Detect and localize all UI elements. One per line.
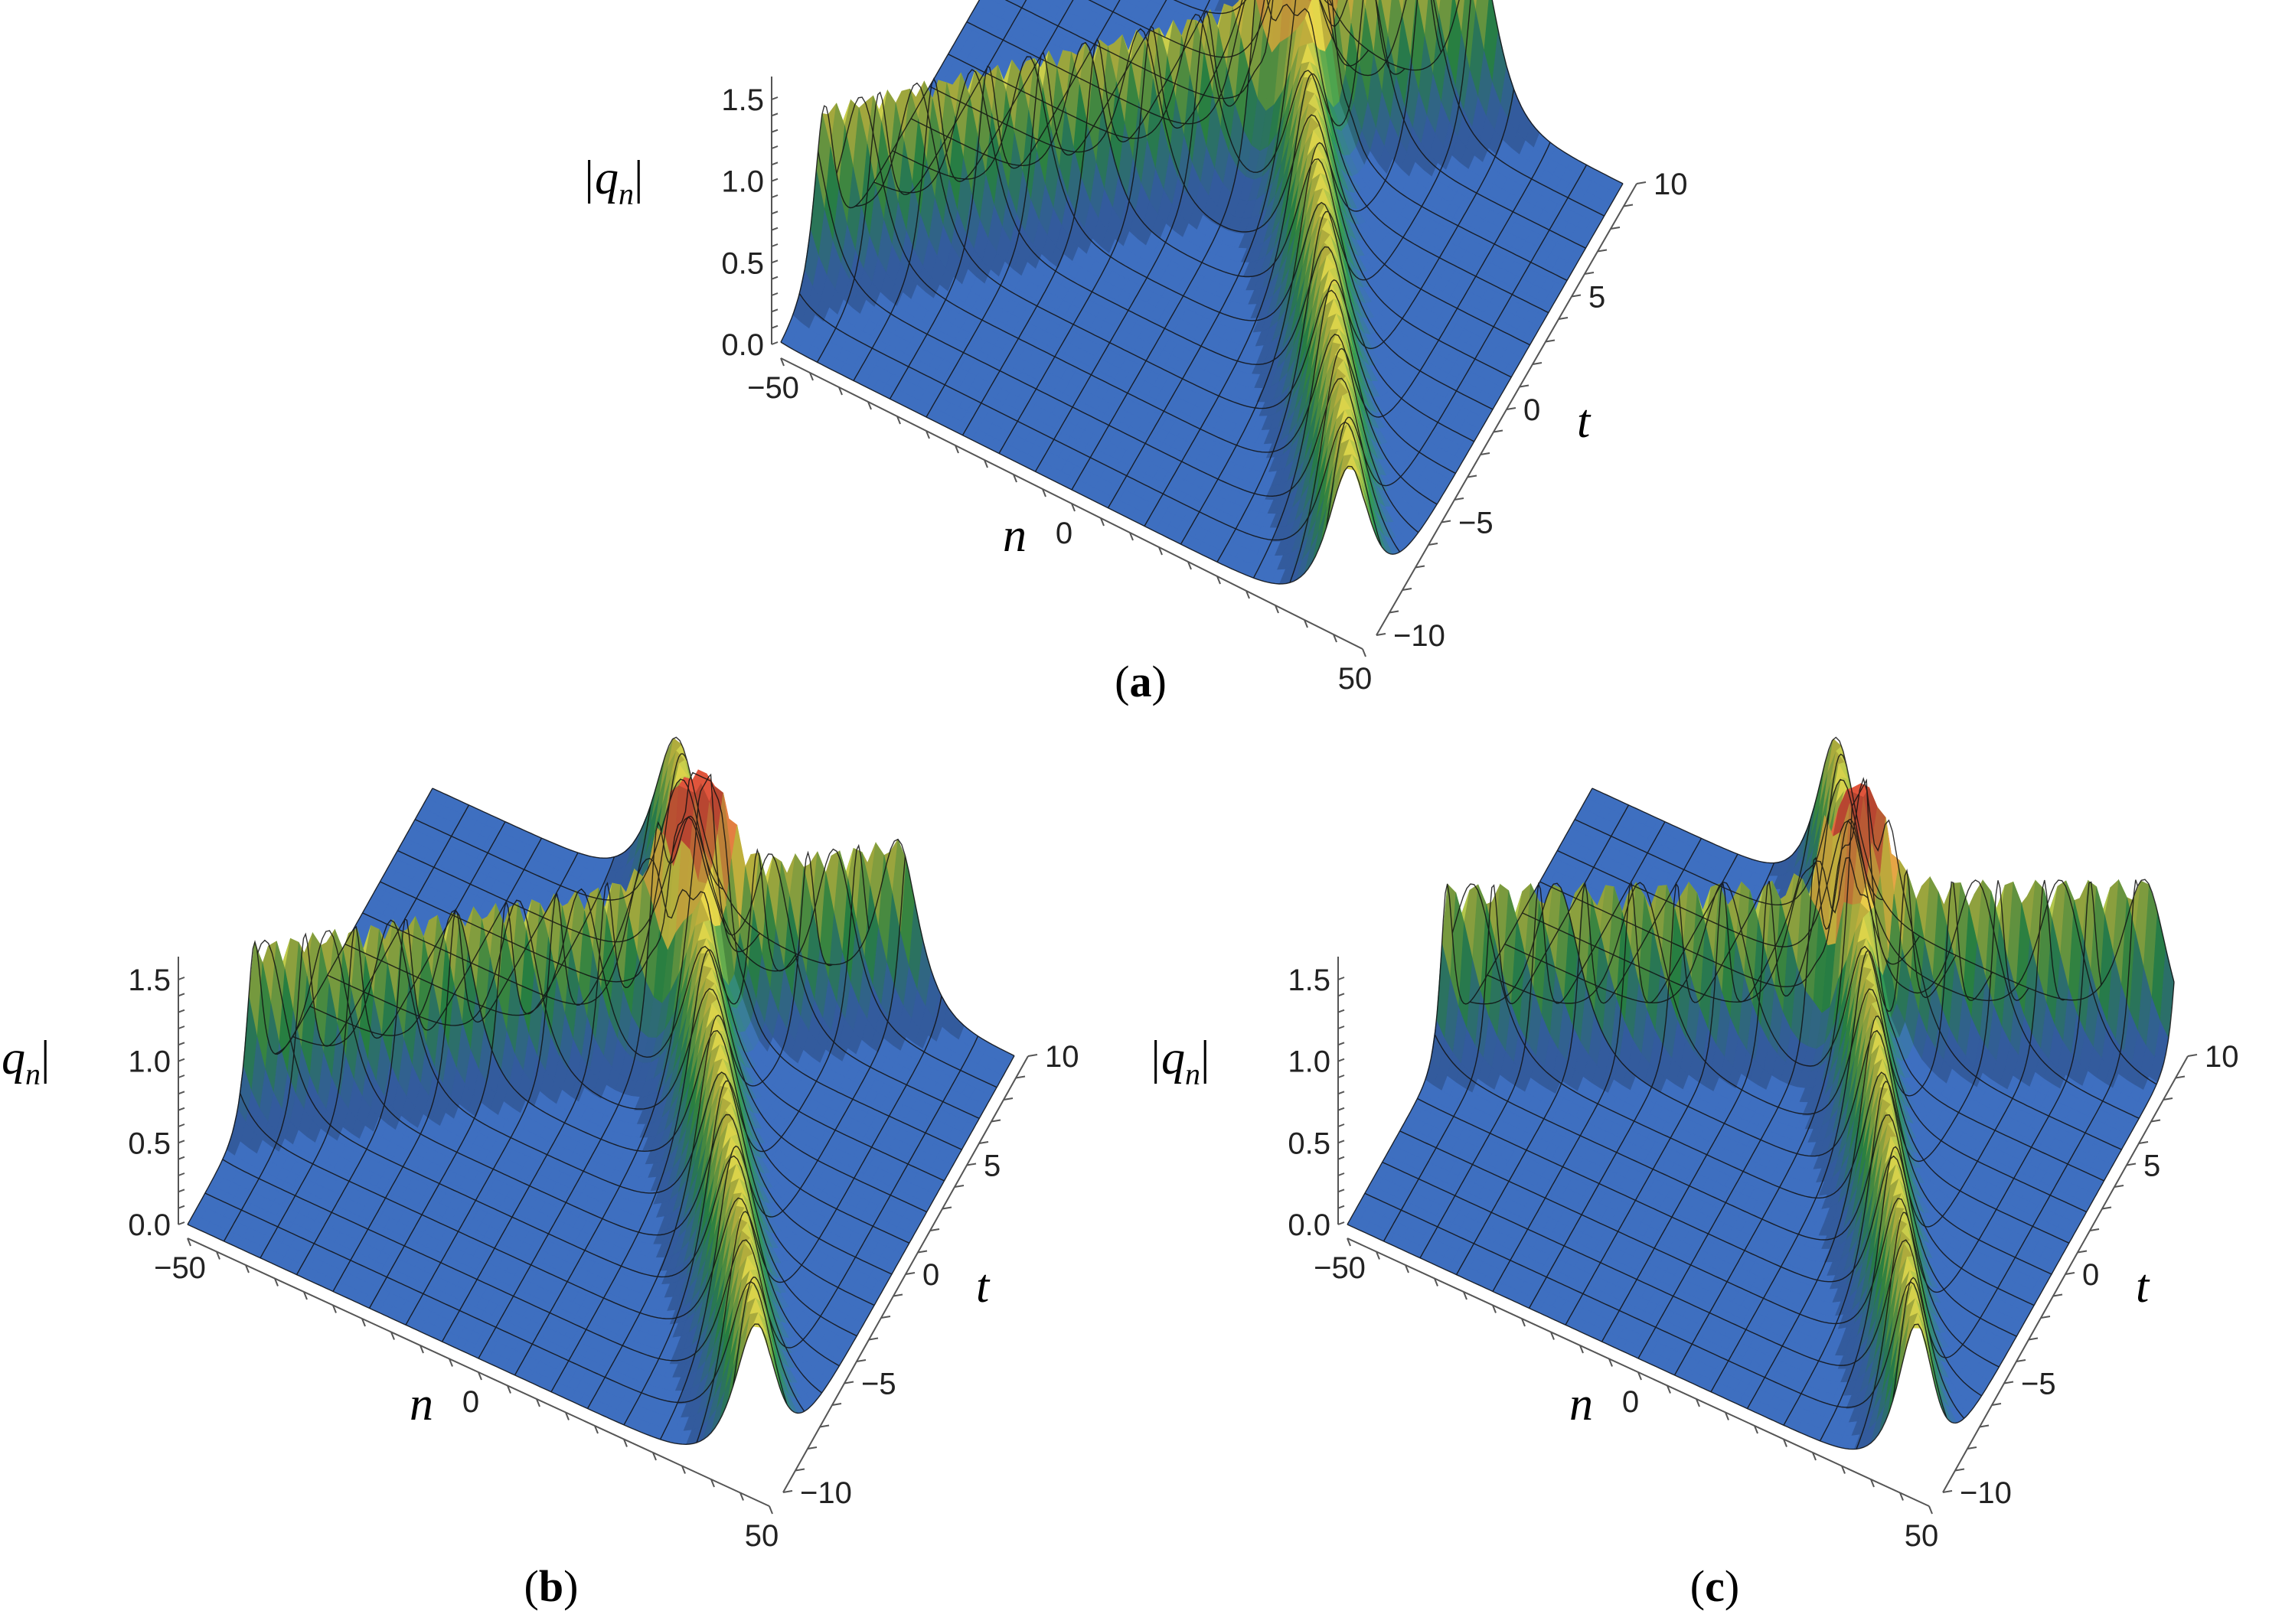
- panel-b-mesh: [187, 736, 1015, 1446]
- z-tick-label: 0.0: [128, 1208, 171, 1242]
- z-tick-label: 1.0: [721, 165, 764, 199]
- n-tick-label: 0: [1622, 1385, 1639, 1419]
- z-tick-label: 1.0: [1288, 1045, 1330, 1079]
- t-tick-label: 10: [2205, 1040, 2239, 1074]
- panel-c-ylabel: t: [2136, 1260, 2150, 1313]
- panel-c-surface: [1347, 736, 2175, 1450]
- panel-c-zlabel: |qn|: [1148, 1032, 1210, 1091]
- panel-b-ylabel: t: [976, 1260, 991, 1313]
- z-tick-label: 0.0: [1288, 1208, 1330, 1242]
- panel-b-caption: (b): [524, 1561, 579, 1611]
- t-tick-label: 0: [922, 1258, 939, 1292]
- t-tick-label: 0: [1523, 393, 1540, 427]
- zlabel-open: |q: [0, 1032, 25, 1084]
- n-tick-label: 50: [745, 1519, 779, 1553]
- panel-a-caption: (a): [1115, 657, 1167, 706]
- z-tick-label: 0.5: [721, 246, 764, 280]
- z-tick-label: 1.5: [721, 83, 764, 117]
- t-tick-label: 5: [984, 1150, 1001, 1183]
- t-tick-label: −5: [1458, 507, 1494, 540]
- z-tick-label: 1.5: [128, 964, 171, 997]
- zlabel-open: |q: [582, 152, 619, 204]
- t-tick-label: −10: [1960, 1476, 2012, 1510]
- panel-c-caption: (c): [1690, 1561, 1739, 1611]
- t-tick-label: −10: [800, 1476, 852, 1510]
- t-tick-label: 0: [2082, 1258, 2099, 1292]
- panel-b-xlabel: n: [410, 1378, 433, 1430]
- t-tick-label: 5: [2143, 1150, 2160, 1183]
- n-tick-label: 0: [1056, 517, 1072, 550]
- zlabel-sub: n: [25, 1057, 41, 1091]
- z-tick-label: 0.5: [1288, 1127, 1330, 1160]
- t-tick-label: −5: [2021, 1368, 2056, 1401]
- n-tick-label: −50: [1314, 1251, 1366, 1285]
- z-tick-label: 0.0: [721, 328, 764, 362]
- zlabel-sub: n: [619, 177, 634, 211]
- n-tick-label: −50: [747, 371, 799, 405]
- z-tick-label: 1.0: [128, 1045, 171, 1079]
- panel-b-surface: [187, 736, 1015, 1446]
- z-tick-label: 0.5: [128, 1127, 171, 1160]
- panel-a-ylabel: t: [1577, 396, 1592, 448]
- panel-c-xlabel: n: [1569, 1378, 1593, 1430]
- panel-a-xlabel: n: [1003, 510, 1027, 562]
- t-tick-label: −10: [1393, 619, 1445, 653]
- n-tick-label: −50: [154, 1251, 206, 1285]
- n-tick-label: 0: [462, 1385, 479, 1419]
- panel-a-zlabel: |qn|: [582, 152, 643, 211]
- panel-b-zlabel: |qn|: [0, 1032, 50, 1091]
- t-tick-label: 5: [1588, 281, 1605, 315]
- panel-a-mesh: [780, 0, 1624, 585]
- zlabel-open: |q: [1148, 1032, 1185, 1084]
- t-tick-label: 10: [1045, 1040, 1079, 1074]
- zlabel-sub: n: [1185, 1057, 1200, 1091]
- zlabel-close: |: [1200, 1032, 1210, 1084]
- n-tick-label: 50: [1338, 662, 1373, 696]
- z-tick-label: 1.5: [1288, 964, 1330, 997]
- n-tick-label: 50: [1905, 1519, 1939, 1553]
- zlabel-close: |: [41, 1032, 50, 1084]
- t-tick-label: 10: [1654, 168, 1688, 201]
- t-tick-label: −5: [861, 1368, 896, 1401]
- panel-a-surface: [780, 0, 1624, 585]
- panel-c-mesh: [1347, 736, 2175, 1450]
- zlabel-close: |: [634, 152, 643, 204]
